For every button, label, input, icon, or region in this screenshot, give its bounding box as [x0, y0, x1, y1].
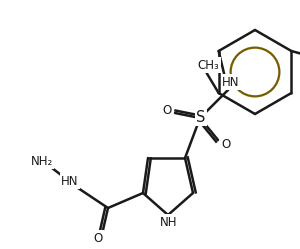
Text: HN: HN: [222, 75, 240, 88]
Text: S: S: [196, 110, 206, 124]
Text: HN: HN: [61, 175, 79, 187]
Text: NH: NH: [160, 215, 178, 229]
Text: O: O: [221, 137, 231, 150]
Text: O: O: [162, 104, 172, 117]
Text: CH₃: CH₃: [198, 59, 220, 71]
Text: O: O: [93, 232, 103, 245]
Text: NH₂: NH₂: [31, 154, 53, 168]
